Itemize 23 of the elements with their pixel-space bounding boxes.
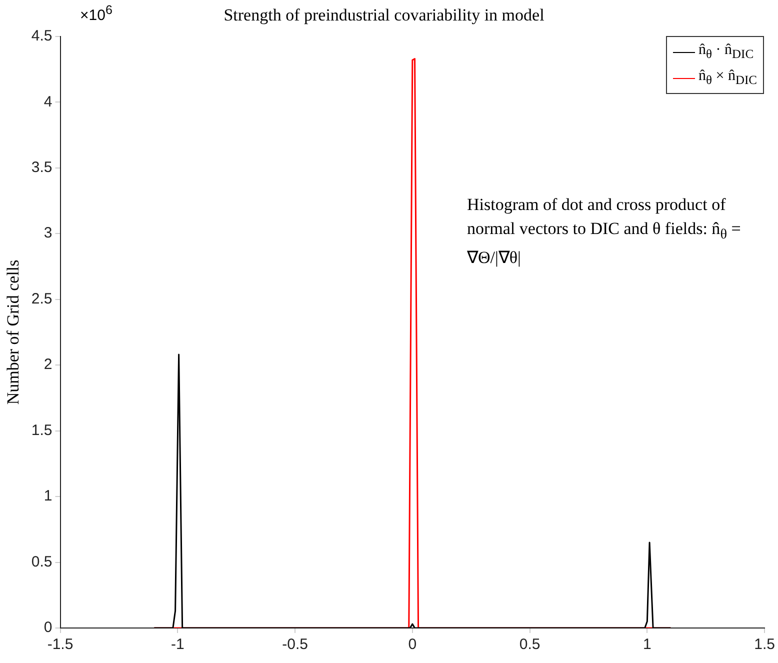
x-tick-label: 1 <box>643 636 652 654</box>
y-tick-label: 0.5 <box>31 553 52 570</box>
y-tick-label: 3 <box>44 224 52 242</box>
x-tick-label: -1 <box>170 636 184 654</box>
y-tick-label: 1.5 <box>31 422 52 439</box>
y-tick-label: 2.5 <box>31 290 52 308</box>
chart-title: Strength of preindustrial covariability in model <box>224 6 545 25</box>
y-tick-label: 3.5 <box>31 159 52 176</box>
x-tick-label: 0 <box>408 636 417 654</box>
y-tick-label: 4.5 <box>31 28 52 45</box>
x-tick-label: 1.5 <box>754 636 776 654</box>
legend-label: n̂$_{θ}$ × n̂$_{DIC}$ <box>698 67 757 89</box>
x-tick-label: 0.5 <box>519 636 540 654</box>
x-tick-label: -1.5 <box>47 636 74 654</box>
text: ×10$^{6}$ <box>80 3 112 24</box>
x-tick-label: -0.5 <box>282 636 308 654</box>
legend-label: n̂$_{θ}$ · n̂$_{DIC}$ <box>698 41 754 63</box>
y-tick-label: 4 <box>44 93 52 110</box>
y-tick-label: 1 <box>44 488 52 505</box>
y-axis-title: Number of Grid cells <box>4 260 23 405</box>
text: Histogram of dot and cross product of normal vectors to DIC and θ fields: n̂$_{θ}$ = ∇Θ/|∇θ| <box>467 195 741 268</box>
y-tick-label: 2 <box>44 356 52 374</box>
y-tick-label: 0 <box>44 619 52 636</box>
